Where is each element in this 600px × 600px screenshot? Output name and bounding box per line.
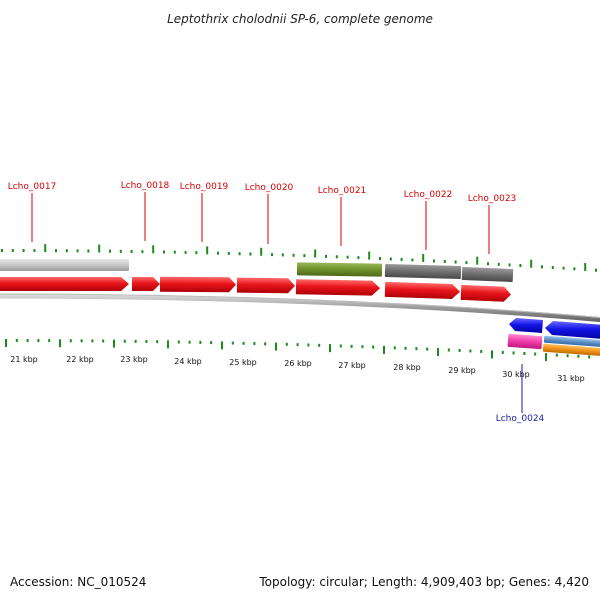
feature-ring-inner [507,333,600,357]
feature-bar-dark [461,266,514,283]
feature-bar-steel [543,335,600,348]
gene-label[interactable]: Lcho_0022 [404,190,453,200]
gene-arrow-reverse [545,321,600,339]
scale-label: 23 kbp [120,355,148,364]
genome-summary-text: Topology: circular; Length: 4,909,403 bp… [258,575,589,589]
feature-ring-outer [0,259,514,283]
gene-label[interactable]: Lcho_0021 [318,186,367,196]
gene-labels: Lcho_0017 Lcho_0018 Lcho_0019 Lcho_0020 Lcho… [8,181,545,424]
gene-arrow-forward [159,276,236,293]
gene-label[interactable]: Lcho_0023 [468,194,517,204]
scale-label: 22 kbp [66,355,94,364]
scale-labels: 21 kbp 22 kbp 23 kbp 24 kbp 25 kbp 26 kbp 27 k… [10,355,585,383]
outer-scale-ticks [1,244,597,272]
gene-label[interactable]: Lcho_0024 [496,414,545,424]
scale-label: 31 kbp [557,374,585,383]
scale-label: 27 kbp [338,361,366,370]
feature-bar-dark [384,263,462,280]
feature-bar-olive [296,262,383,277]
gene-arrow-forward [236,277,295,294]
gene-arrow-forward [295,279,380,296]
gene-arrow-forward [132,277,160,291]
gene-label[interactable]: Lcho_0018 [121,181,170,191]
scale-label: 21 kbp [10,355,38,364]
gene-label[interactable]: Lcho_0019 [180,182,229,192]
accession-text: Accession: NC_010524 [10,575,146,589]
genome-backbone-edge [0,293,600,319]
reverse-gene-track [509,318,600,339]
scale-label: 24 kbp [174,357,202,366]
gene-label[interactable]: Lcho_0020 [245,183,294,193]
scale-label: 28 kbp [393,363,421,372]
inner-scale-ticks [5,339,591,362]
feature-bar-orange [542,343,600,357]
gene-arrow-reverse [509,318,543,333]
map-title: Leptothrix cholodnii SP-6, complete geno… [167,12,433,26]
gene-arrow-forward [0,277,129,291]
scale-label: 30 kbp [502,370,530,379]
gene-arrow-forward [384,281,460,299]
scale-label: 26 kbp [284,359,312,368]
scale-label: 25 kbp [229,358,257,367]
feature-bar-gray [0,259,129,271]
scale-label: 29 kbp [448,366,476,375]
gene-arrow-forward [460,284,511,302]
forward-gene-track [0,276,511,302]
feature-bar-pink [507,333,543,350]
genome-backbone [0,293,600,323]
gene-label[interactable]: Lcho_0017 [8,182,57,192]
